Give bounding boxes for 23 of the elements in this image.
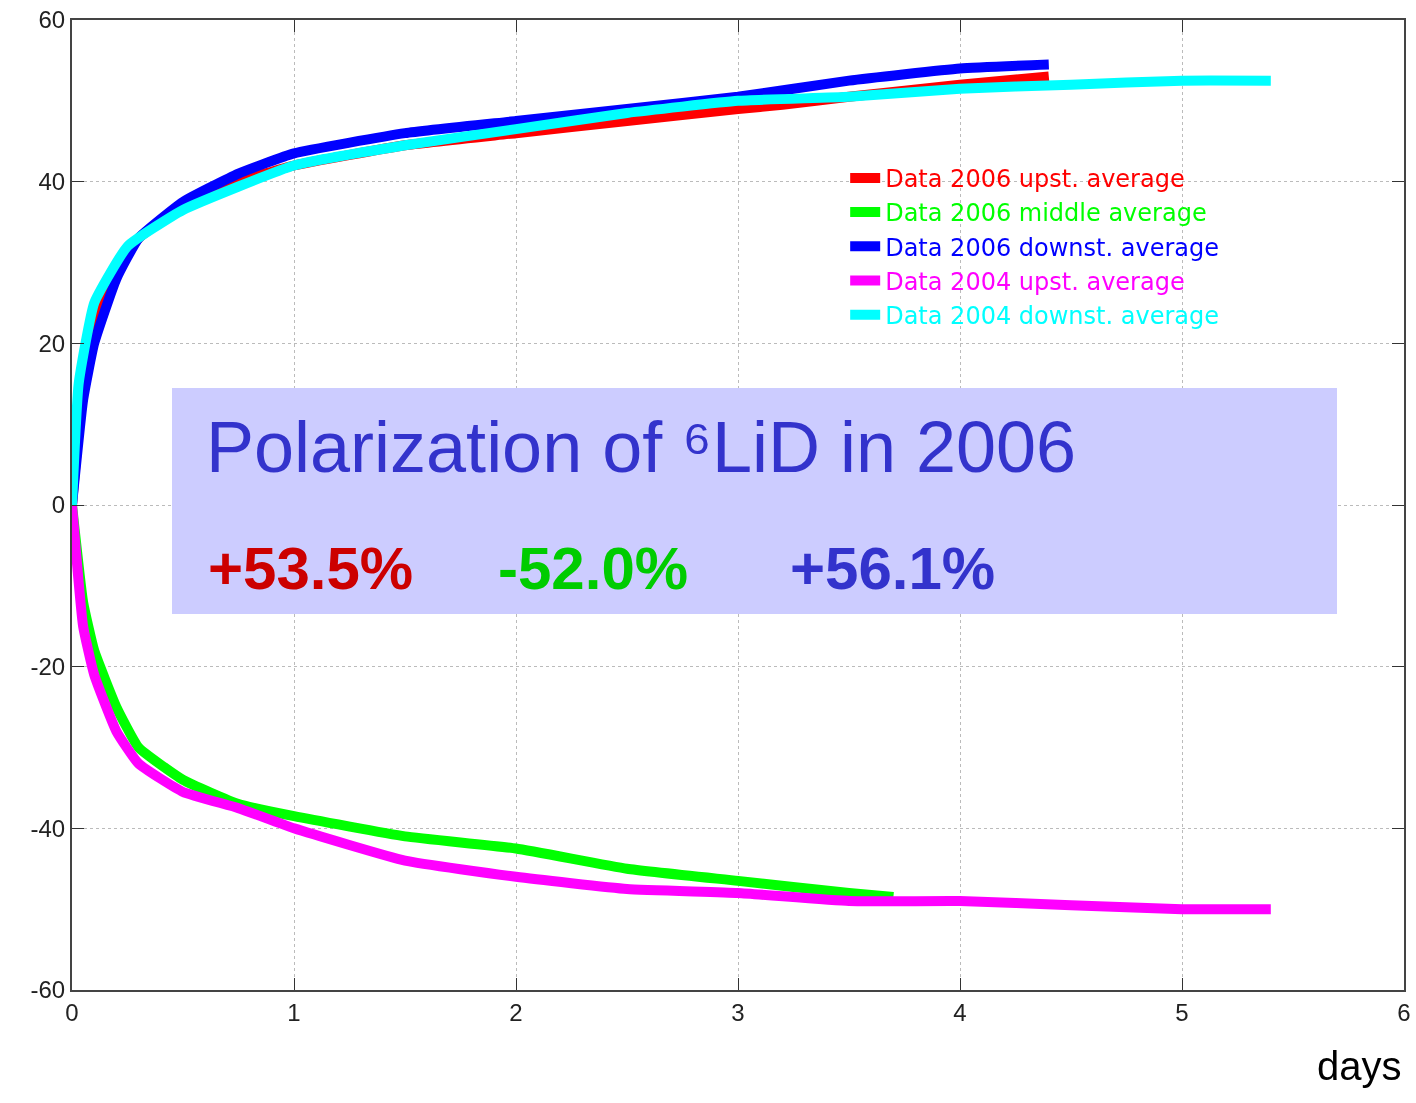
annotation: -52.0% bbox=[498, 534, 689, 603]
y-tick-label: 0 bbox=[51, 491, 66, 519]
legend-label: Data 2004 downst. average bbox=[885, 302, 1220, 331]
annotation: +53.5% bbox=[208, 534, 414, 603]
y-tick-label: -60 bbox=[30, 976, 66, 1004]
x-tick-label: 5 bbox=[1175, 998, 1189, 1026]
annotation: +56.1% bbox=[790, 534, 996, 603]
legend-label: Data 2006 downst. average bbox=[885, 233, 1220, 262]
y-tick-label: 40 bbox=[38, 168, 66, 196]
y-tick-label: -40 bbox=[30, 814, 66, 842]
x-tick-label: 1 bbox=[287, 998, 301, 1026]
y-tick-label: 60 bbox=[38, 6, 66, 34]
legend-label: Data 2004 upst. average bbox=[885, 267, 1185, 296]
legend-label: Data 2006 upst. average bbox=[885, 165, 1185, 194]
y-tick-label: -20 bbox=[30, 653, 66, 681]
x-tick-label: 6 bbox=[1397, 998, 1411, 1026]
annotation: Polarization of ⁶LiD in 2006 bbox=[206, 406, 1077, 488]
x-tick-label: 4 bbox=[953, 998, 967, 1026]
x-axis-title: days bbox=[1317, 1044, 1402, 1088]
y-tick-label: 20 bbox=[38, 329, 66, 357]
legend-label: Data 2006 middle average bbox=[885, 199, 1207, 228]
x-tick-label: 3 bbox=[731, 998, 745, 1026]
x-tick-label: 2 bbox=[509, 998, 523, 1026]
